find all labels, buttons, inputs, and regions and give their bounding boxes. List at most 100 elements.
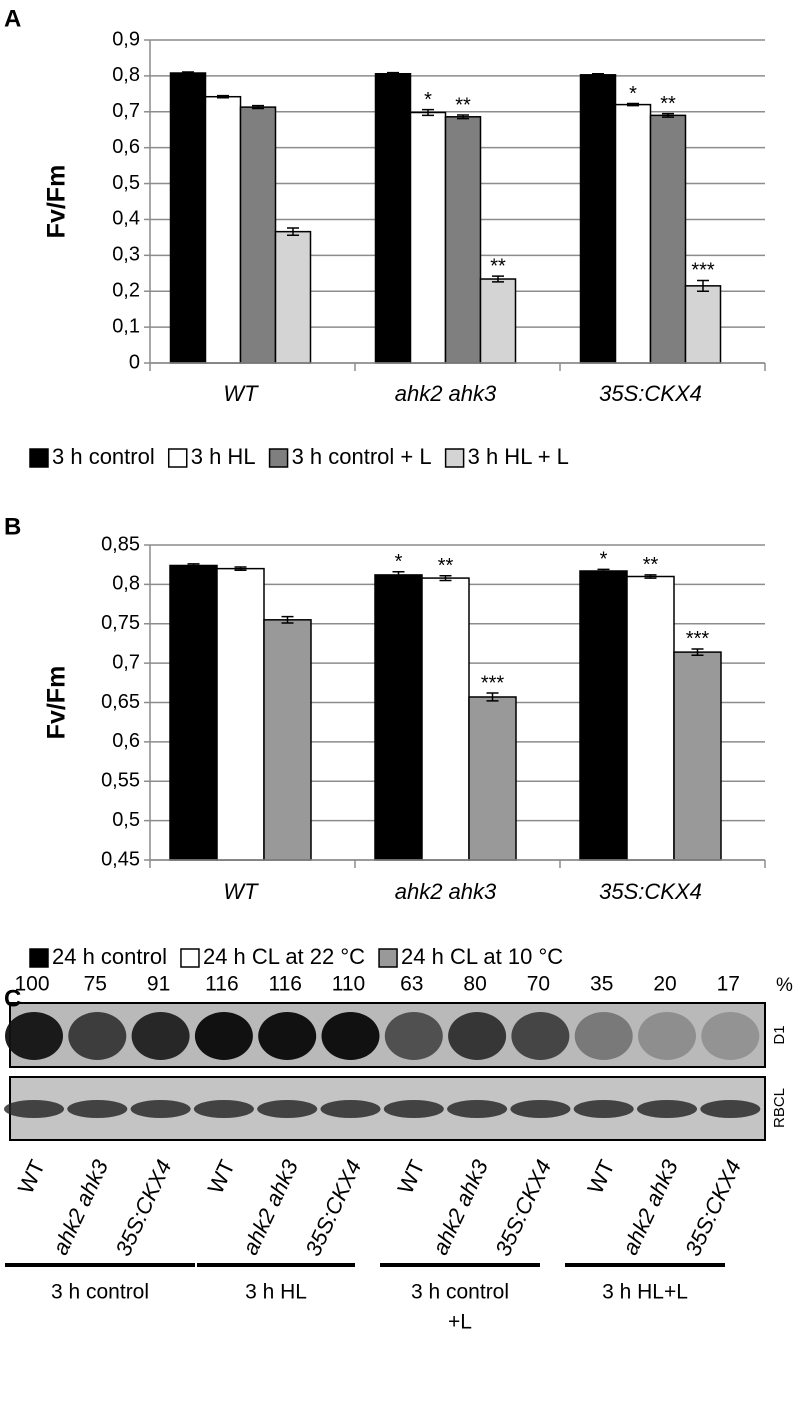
lane-label: 35S:CKX4 bbox=[110, 1156, 176, 1260]
error-bar bbox=[691, 648, 704, 656]
lane-label: 35S:CKX4 bbox=[490, 1156, 556, 1260]
category-label: WT bbox=[223, 879, 259, 904]
lane-label: 35S:CKX4 bbox=[300, 1156, 366, 1260]
lane-label: WT bbox=[203, 1156, 240, 1198]
rbcl-band bbox=[700, 1100, 761, 1118]
legend-label: 3 h control bbox=[52, 444, 155, 469]
bar bbox=[239, 106, 277, 364]
error-bar bbox=[182, 71, 194, 75]
group-label: +L bbox=[448, 1311, 472, 1334]
lane-label: WT bbox=[392, 1156, 429, 1198]
y-axis-label: Fv/Fm bbox=[43, 666, 71, 740]
error-bar bbox=[217, 94, 229, 99]
panel-label: A bbox=[4, 5, 21, 32]
error-bar bbox=[662, 112, 674, 118]
error-bar bbox=[281, 615, 294, 624]
d1-band bbox=[321, 1012, 380, 1060]
y-tick-label: 0,75 bbox=[101, 612, 140, 634]
percentage: 80 bbox=[463, 973, 486, 996]
lane-label: WT bbox=[13, 1156, 50, 1198]
y-tick-label: 0,7 bbox=[112, 100, 140, 122]
error-bar bbox=[392, 571, 405, 579]
rbcl-band bbox=[383, 1100, 444, 1118]
bar bbox=[374, 574, 423, 861]
bar bbox=[468, 696, 517, 861]
percentage: 63 bbox=[400, 973, 423, 996]
d1-band bbox=[384, 1012, 443, 1060]
legend-label: 24 h CL at 22 °C bbox=[203, 944, 365, 969]
lane-label: ahk2 ahk3 bbox=[237, 1155, 303, 1258]
bar bbox=[374, 72, 412, 364]
y-tick-label: 0,6 bbox=[112, 136, 140, 158]
bar bbox=[579, 74, 617, 364]
y-tick-label: 0,2 bbox=[112, 280, 140, 302]
bar bbox=[274, 230, 312, 364]
bar bbox=[169, 564, 218, 861]
error-bar bbox=[234, 566, 247, 571]
error-bar bbox=[597, 568, 610, 574]
y-tick-label: 0,8 bbox=[112, 64, 140, 86]
error-bar bbox=[287, 227, 299, 236]
legend-label: 24 h CL at 10 °C bbox=[401, 944, 563, 969]
error-bar bbox=[486, 692, 499, 702]
y-tick-label: 0,7 bbox=[112, 651, 140, 673]
y-tick-label: 0,85 bbox=[101, 533, 140, 555]
category-label: WT bbox=[223, 381, 259, 406]
rbcl-band bbox=[67, 1100, 128, 1118]
legend-swatch bbox=[444, 448, 465, 468]
legend-swatch bbox=[180, 948, 200, 968]
y-tick-label: 0,9 bbox=[112, 28, 140, 50]
rbcl-band bbox=[447, 1100, 508, 1118]
bar bbox=[673, 651, 722, 861]
category-label: ahk2 ahk3 bbox=[395, 879, 497, 904]
bar bbox=[649, 114, 687, 364]
significance: *** bbox=[686, 628, 710, 650]
d1-band bbox=[194, 1012, 253, 1060]
d1-band bbox=[701, 1012, 760, 1060]
y-tick-label: 0,5 bbox=[112, 172, 140, 194]
error-bar bbox=[697, 279, 709, 292]
lane-label: WT bbox=[582, 1156, 619, 1198]
bar bbox=[479, 278, 517, 364]
bar bbox=[421, 577, 470, 861]
y-tick-label: 0 bbox=[129, 351, 140, 373]
error-bar bbox=[187, 563, 200, 568]
legend-label: 3 h HL bbox=[191, 444, 256, 469]
d1-band bbox=[448, 1012, 507, 1060]
error-bar bbox=[439, 574, 452, 582]
category-label: ahk2 ahk3 bbox=[395, 381, 497, 406]
band-label: RBCL bbox=[771, 1088, 788, 1128]
y-tick-label: 0,8 bbox=[112, 573, 140, 595]
bar bbox=[626, 575, 675, 861]
y-tick-label: 0,55 bbox=[101, 770, 140, 792]
bar bbox=[444, 116, 482, 364]
bar bbox=[204, 95, 242, 364]
significance: ** bbox=[490, 255, 506, 277]
percentage: 91 bbox=[147, 973, 170, 996]
significance: * bbox=[395, 551, 403, 573]
y-tick-label: 0,5 bbox=[112, 809, 140, 831]
bar bbox=[684, 285, 722, 364]
panel-label: C bbox=[4, 985, 21, 1012]
y-tick-label: 0,4 bbox=[112, 208, 140, 230]
y-axis-label: Fv/Fm bbox=[43, 165, 71, 239]
y-tick-label: 0,1 bbox=[112, 315, 140, 337]
y-tick-label: 0,45 bbox=[101, 848, 140, 870]
rbcl-band bbox=[573, 1100, 634, 1118]
d1-band bbox=[131, 1012, 190, 1060]
percentage: 110 bbox=[332, 973, 365, 996]
legend-swatch bbox=[29, 448, 49, 468]
group-label: 3 h HL bbox=[245, 1281, 307, 1304]
y-tick-label: 0,65 bbox=[101, 691, 140, 713]
significance: *** bbox=[481, 672, 505, 694]
percentage: 100 bbox=[14, 973, 49, 996]
error-bar bbox=[422, 108, 434, 117]
significance: * bbox=[424, 89, 432, 111]
lane-label: ahk2 ahk3 bbox=[617, 1155, 683, 1258]
lane-label: ahk2 ahk3 bbox=[48, 1155, 114, 1258]
category-label: 35S:CKX4 bbox=[599, 879, 702, 904]
d1-band bbox=[638, 1012, 696, 1060]
rbcl-band bbox=[4, 1100, 64, 1118]
error-bar bbox=[644, 574, 657, 579]
